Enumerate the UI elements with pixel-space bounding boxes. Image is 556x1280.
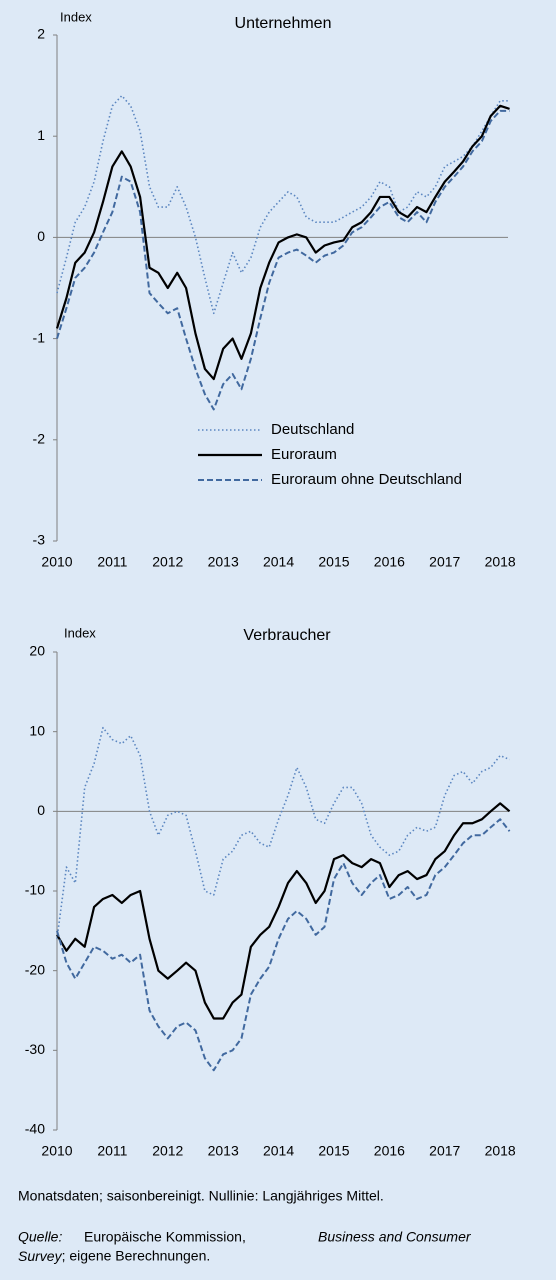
- y-axis-label: Index: [64, 625, 96, 640]
- y-tick-label: -40: [25, 1121, 45, 1137]
- series-line: [56, 818, 511, 1072]
- source-label: Quelle:: [18, 1229, 62, 1245]
- chart-title: Unternehmen: [235, 15, 332, 32]
- x-tick-label: 2016: [374, 554, 405, 570]
- x-tick-label: 2013: [208, 1143, 239, 1159]
- chart-title: Verbraucher: [243, 627, 331, 644]
- series-line: [56, 94, 510, 315]
- x-tick-label: 2018: [485, 554, 516, 570]
- source-title-2: Survey: [18, 1248, 63, 1264]
- y-tick-label: -2: [33, 431, 46, 447]
- series-line: [55, 104, 510, 381]
- y-tick-label: -20: [25, 961, 45, 977]
- x-tick-label: 2016: [374, 1143, 405, 1159]
- y-tick-label: -1: [33, 329, 46, 345]
- x-tick-label: 2011: [97, 1143, 127, 1159]
- source-end: ; eigene Berechnungen.: [62, 1248, 211, 1264]
- x-tick-label: 2013: [208, 554, 239, 570]
- y-tick-label: 10: [29, 722, 45, 738]
- source-title: Business and Consumer: [318, 1229, 472, 1245]
- series-line: [56, 109, 510, 411]
- x-tick-label: 2012: [152, 554, 183, 570]
- x-tick-label: 2015: [318, 554, 349, 570]
- x-tick-label: 2014: [263, 554, 294, 570]
- y-tick-label: 20: [29, 643, 45, 659]
- series-line: [56, 726, 510, 939]
- y-axis-label: Index: [60, 9, 92, 24]
- x-tick-label: 2014: [263, 1143, 294, 1159]
- legend-label: Euroraum: [271, 446, 337, 463]
- y-tick-label: 0: [37, 228, 45, 244]
- footer-note: Monatsdaten; saisonbereinigt. Nullinie: …: [18, 1188, 384, 1204]
- y-tick-label: -10: [25, 882, 45, 898]
- x-tick-label: 2012: [152, 1143, 183, 1159]
- y-tick-label: 0: [37, 802, 45, 818]
- source-title: Survey: [18, 1248, 63, 1264]
- x-tick-label: 2011: [97, 554, 127, 570]
- x-tick-label: 2010: [41, 554, 72, 570]
- x-tick-label: 2015: [318, 1143, 349, 1159]
- x-tick-label: 2017: [429, 554, 460, 570]
- x-tick-label: 2017: [429, 1143, 460, 1159]
- y-tick-label: -3: [33, 532, 46, 548]
- y-tick-label: -30: [25, 1041, 45, 1057]
- series-line: [56, 802, 511, 1020]
- y-tick-label: 1: [37, 127, 45, 143]
- legend-label: Deutschland: [271, 421, 354, 438]
- y-tick-label: 2: [37, 26, 45, 42]
- legend-label: Euroraum ohne Deutschland: [271, 471, 462, 488]
- x-tick-label: 2018: [485, 1143, 516, 1159]
- source-text: Europäische Kommission,: [84, 1229, 246, 1245]
- x-tick-label: 2010: [41, 1143, 72, 1159]
